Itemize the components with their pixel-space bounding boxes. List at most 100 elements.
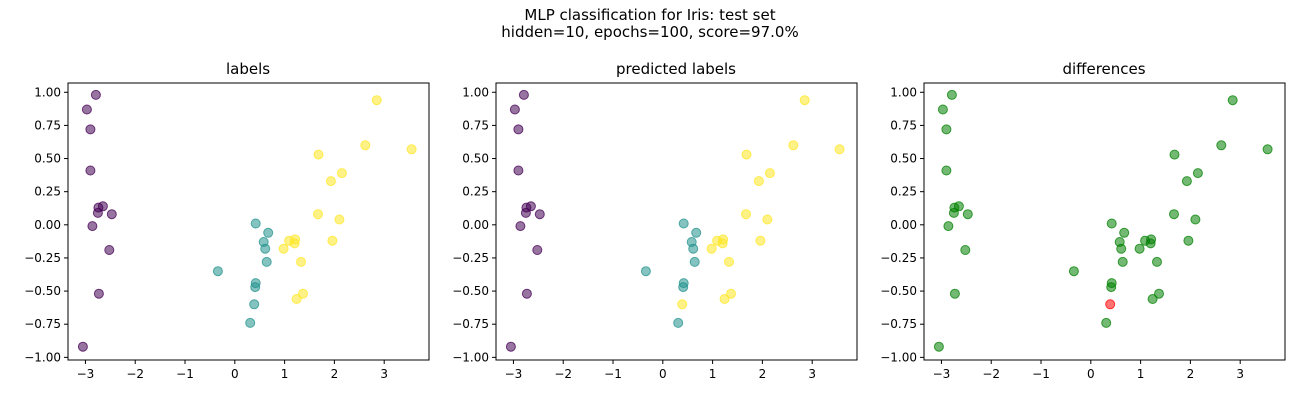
data-point bbox=[724, 256, 734, 267]
data-point bbox=[258, 237, 269, 247]
panel-title: labels bbox=[226, 60, 270, 78]
x-tick-label: −2 bbox=[126, 367, 144, 381]
data-point bbox=[212, 266, 223, 277]
data-point bbox=[1114, 237, 1125, 247]
data-point bbox=[799, 95, 810, 106]
data-point bbox=[718, 234, 729, 245]
data-point bbox=[941, 124, 952, 135]
y-tick-label: 0.25 bbox=[890, 185, 917, 199]
data-point bbox=[640, 266, 651, 277]
data-point bbox=[764, 168, 775, 179]
data-point bbox=[298, 288, 308, 299]
x-tick-label: −1 bbox=[176, 367, 194, 381]
data-point bbox=[834, 144, 845, 155]
x-tick-label: −3 bbox=[505, 367, 523, 381]
plot-frame bbox=[495, 82, 858, 361]
data-point bbox=[941, 165, 952, 176]
data-point bbox=[1181, 176, 1192, 187]
data-point bbox=[1183, 235, 1194, 246]
x-tick-label: −1 bbox=[604, 367, 622, 381]
plot-frame bbox=[67, 82, 430, 361]
figure-title-line1: MLP classification for Iris: test set bbox=[524, 6, 775, 24]
y-tick-label: −0.25 bbox=[452, 251, 489, 265]
x-tick-label: 2 bbox=[331, 367, 339, 381]
data-point bbox=[520, 207, 531, 218]
data-point bbox=[313, 209, 323, 220]
y-tick-label: −1.00 bbox=[880, 350, 917, 364]
data-point bbox=[1227, 95, 1238, 106]
data-point bbox=[686, 237, 697, 247]
data-point bbox=[741, 209, 751, 220]
data-point bbox=[327, 235, 338, 246]
data-point bbox=[741, 149, 752, 160]
data-point bbox=[92, 207, 103, 218]
y-tick-label: −0.50 bbox=[24, 284, 61, 298]
data-point bbox=[505, 341, 516, 352]
data-point bbox=[77, 341, 88, 352]
data-point bbox=[678, 218, 689, 229]
data-point bbox=[513, 124, 524, 135]
scatter-points bbox=[933, 89, 1273, 352]
data-point bbox=[291, 294, 302, 304]
data-point bbox=[81, 104, 92, 115]
x-tick-label: 2 bbox=[1187, 367, 1195, 381]
data-point bbox=[85, 165, 96, 176]
data-point bbox=[1147, 294, 1158, 304]
figure-title-line2: hidden=10, epochs=100, score=97.0% bbox=[501, 23, 798, 41]
data-point bbox=[962, 209, 973, 220]
y-tick-label: 1.00 bbox=[890, 85, 917, 99]
data-point bbox=[513, 165, 524, 176]
data-point bbox=[689, 256, 700, 267]
data-point bbox=[678, 282, 689, 293]
data-point bbox=[673, 317, 684, 328]
x-tick-label: 0 bbox=[231, 367, 239, 381]
x-tick-label: 3 bbox=[808, 367, 816, 381]
data-point bbox=[515, 221, 526, 232]
y-tick-label: −0.50 bbox=[452, 284, 489, 298]
data-point bbox=[263, 227, 274, 238]
y-tick-label: −1.00 bbox=[452, 350, 489, 364]
data-point bbox=[943, 221, 954, 232]
plot-frame bbox=[923, 82, 1286, 361]
panel-differences: differences −3 −2 −1 0 1 2 3 −1.00 −0.75 −0.50 −0.… bbox=[880, 60, 1286, 381]
panel-title: differences bbox=[1062, 60, 1145, 78]
data-point bbox=[334, 214, 345, 225]
data-point bbox=[933, 341, 944, 352]
y-tick-label: −0.75 bbox=[24, 317, 61, 331]
data-point bbox=[788, 140, 799, 151]
data-point bbox=[755, 235, 766, 246]
data-point bbox=[1169, 149, 1180, 160]
data-point bbox=[325, 176, 336, 187]
y-tick-label: 0.75 bbox=[34, 118, 61, 132]
y-tick-label: 0.00 bbox=[890, 218, 917, 232]
y-tick-label: 0.50 bbox=[890, 152, 917, 166]
data-point bbox=[290, 234, 301, 245]
data-point bbox=[249, 299, 260, 310]
data-point bbox=[261, 256, 272, 267]
data-point bbox=[946, 89, 957, 100]
x-tick-label: 1 bbox=[281, 367, 289, 381]
y-tick-label: 0.25 bbox=[34, 185, 61, 199]
y-tick-label: 0.50 bbox=[462, 152, 489, 166]
data-point bbox=[691, 227, 702, 238]
data-point bbox=[525, 201, 536, 212]
data-point bbox=[360, 140, 371, 151]
data-point bbox=[1106, 218, 1117, 229]
x-tick-label: −1 bbox=[1032, 367, 1050, 381]
y-tick-label: 1.00 bbox=[462, 85, 489, 99]
y-tick-label: −0.25 bbox=[24, 251, 61, 265]
data-point bbox=[93, 288, 104, 299]
data-point bbox=[1154, 288, 1164, 299]
data-point bbox=[406, 144, 417, 155]
x-tick-label: 0 bbox=[1087, 367, 1095, 381]
data-point bbox=[726, 288, 736, 299]
x-tick-label: 0 bbox=[659, 367, 667, 381]
data-point bbox=[1190, 214, 1201, 225]
data-point bbox=[1117, 256, 1128, 267]
y-tick-label: 0.75 bbox=[890, 118, 917, 132]
data-point bbox=[97, 201, 108, 212]
scatter-points bbox=[505, 89, 845, 352]
data-point bbox=[87, 221, 98, 232]
y-tick-label: −0.75 bbox=[880, 317, 917, 331]
x-tick-label: 2 bbox=[759, 367, 767, 381]
